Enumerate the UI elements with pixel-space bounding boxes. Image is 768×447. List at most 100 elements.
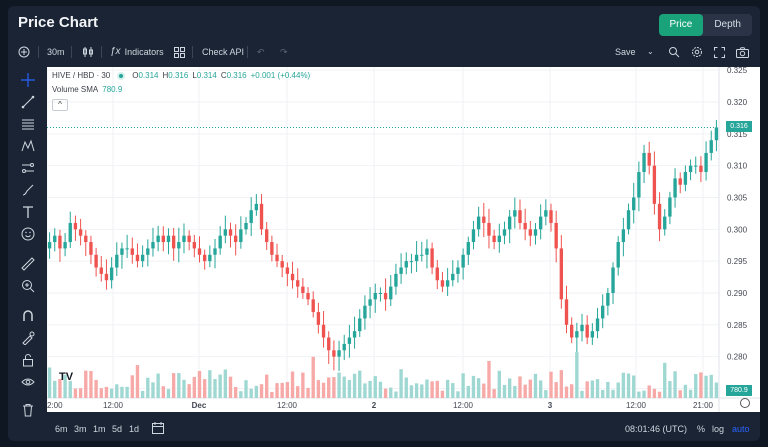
tab-depth[interactable]: Depth — [714, 19, 741, 30]
candle-body — [306, 292, 310, 300]
volume-bar — [476, 378, 481, 398]
candle-body — [657, 203, 662, 230]
volume-bar — [290, 371, 295, 398]
time-tick-label: 12:00 — [453, 401, 474, 410]
volume-bar — [647, 385, 651, 398]
price-tick-label: 0.280 — [727, 353, 748, 362]
candle-body — [270, 242, 274, 255]
eye-icon[interactable] — [20, 374, 36, 390]
candle-body — [368, 299, 372, 306]
candle-body — [663, 216, 667, 230]
volume-bar — [202, 379, 207, 398]
volume-bar — [554, 382, 558, 398]
candle-body — [404, 261, 408, 268]
candle-body — [451, 273, 455, 281]
pattern-icon[interactable] — [20, 138, 36, 154]
volume-bar — [445, 379, 450, 398]
chart-pane[interactable]: 0.325 0.320 0.315 0.310 0.305 0.300 0.295 0.290… — [47, 67, 760, 412]
candle-body — [647, 152, 651, 166]
volume-bar — [197, 370, 202, 398]
candle-body — [84, 235, 88, 243]
candle-body — [668, 197, 672, 217]
go-to-date-icon[interactable] — [152, 422, 164, 438]
quick-search-icon[interactable] — [668, 42, 680, 62]
candle-body — [642, 152, 646, 173]
screenshot-camera-icon[interactable] — [736, 42, 749, 62]
range-1m[interactable]: 1m — [93, 424, 106, 434]
save-button[interactable]: Save — [615, 47, 636, 57]
emoji-icon[interactable] — [20, 226, 36, 242]
volume-bar — [109, 388, 114, 398]
volume-bar — [285, 382, 290, 398]
volume-bar — [497, 370, 501, 398]
zoom-in-icon[interactable] — [20, 278, 36, 294]
candle-body — [461, 254, 465, 268]
interval-button[interactable]: 30m — [47, 47, 65, 57]
volume-bar — [352, 373, 357, 398]
utc-clock[interactable]: 08:01:46 (UTC) — [625, 424, 688, 434]
trend-line-icon[interactable] — [20, 94, 36, 110]
candle-body — [228, 229, 233, 236]
fib-retracement-icon[interactable] — [20, 116, 36, 132]
lock-icon[interactable] — [20, 352, 36, 368]
volume-bar — [461, 373, 465, 398]
stay-in-drawing-mode-icon[interactable] — [20, 330, 36, 346]
candle-body — [637, 172, 641, 198]
volume-bar — [358, 370, 362, 398]
candle-type-icon[interactable] — [82, 42, 94, 62]
volume-bar — [699, 372, 703, 398]
range-3m[interactable]: 3m — [74, 424, 87, 434]
range-6m[interactable]: 6m — [55, 424, 68, 434]
candle-body — [115, 254, 119, 268]
candle-body — [104, 273, 109, 281]
volume-bar — [187, 384, 191, 398]
tab-price[interactable]: Price — [658, 14, 704, 36]
volume-bar — [115, 384, 119, 398]
candle-body — [94, 254, 98, 268]
layouts-icon[interactable] — [174, 42, 185, 62]
save-menu-chevron-icon[interactable]: ⌄ — [647, 47, 654, 56]
volume-bar — [523, 384, 527, 398]
add-symbol-icon[interactable] — [18, 42, 30, 62]
candle-body — [399, 267, 403, 274]
time-tick-label: 12:00 — [626, 401, 647, 410]
chart-toolbar: 30m ƒx Indicators Check API ↶ ↷ Save ⌄ — [8, 42, 760, 62]
low-value: 0.314 — [196, 71, 217, 80]
auto-toggle[interactable]: auto — [732, 424, 750, 434]
candle-body — [482, 216, 486, 223]
fullscreen-icon[interactable] — [714, 42, 725, 62]
candle-body — [342, 343, 346, 351]
last-price-badge: 0.316 — [726, 121, 752, 132]
volume-bar — [135, 365, 140, 398]
text-tool-icon[interactable] — [20, 204, 36, 220]
check-api-button[interactable]: Check API — [202, 47, 245, 57]
volume-bar — [606, 381, 610, 398]
volume-bar — [688, 389, 693, 398]
candle-body — [352, 331, 357, 338]
candle-body — [223, 229, 228, 236]
range-1d[interactable]: 1d — [129, 424, 140, 434]
magnet-icon[interactable] — [20, 308, 36, 324]
volume-bar — [404, 377, 408, 398]
undo-icon[interactable]: ↶ — [257, 47, 265, 57]
crosshair-icon[interactable] — [20, 72, 36, 88]
collapse-legend-button[interactable]: ^ — [52, 99, 68, 111]
log-toggle[interactable]: log — [712, 424, 725, 434]
brush-icon[interactable] — [20, 182, 36, 198]
chart-settings-icon[interactable] — [740, 398, 750, 408]
indicators-button[interactable]: ƒx Indicators — [110, 42, 164, 62]
redo-icon[interactable]: ↷ — [280, 47, 288, 57]
range-5d[interactable]: 5d — [112, 424, 123, 434]
percent-toggle[interactable]: % — [697, 424, 706, 434]
settings-gear-icon[interactable] — [691, 42, 703, 62]
candle-body — [430, 248, 434, 268]
trash-icon[interactable] — [20, 402, 36, 418]
volume-bar — [311, 356, 315, 398]
candle-body — [487, 222, 491, 236]
prediction-tool-icon[interactable] — [20, 160, 36, 176]
candle-body — [233, 235, 238, 243]
volume-bar — [626, 373, 631, 398]
volume-bar — [632, 375, 636, 398]
ruler-icon[interactable] — [20, 256, 36, 272]
volume-bar — [663, 362, 667, 398]
